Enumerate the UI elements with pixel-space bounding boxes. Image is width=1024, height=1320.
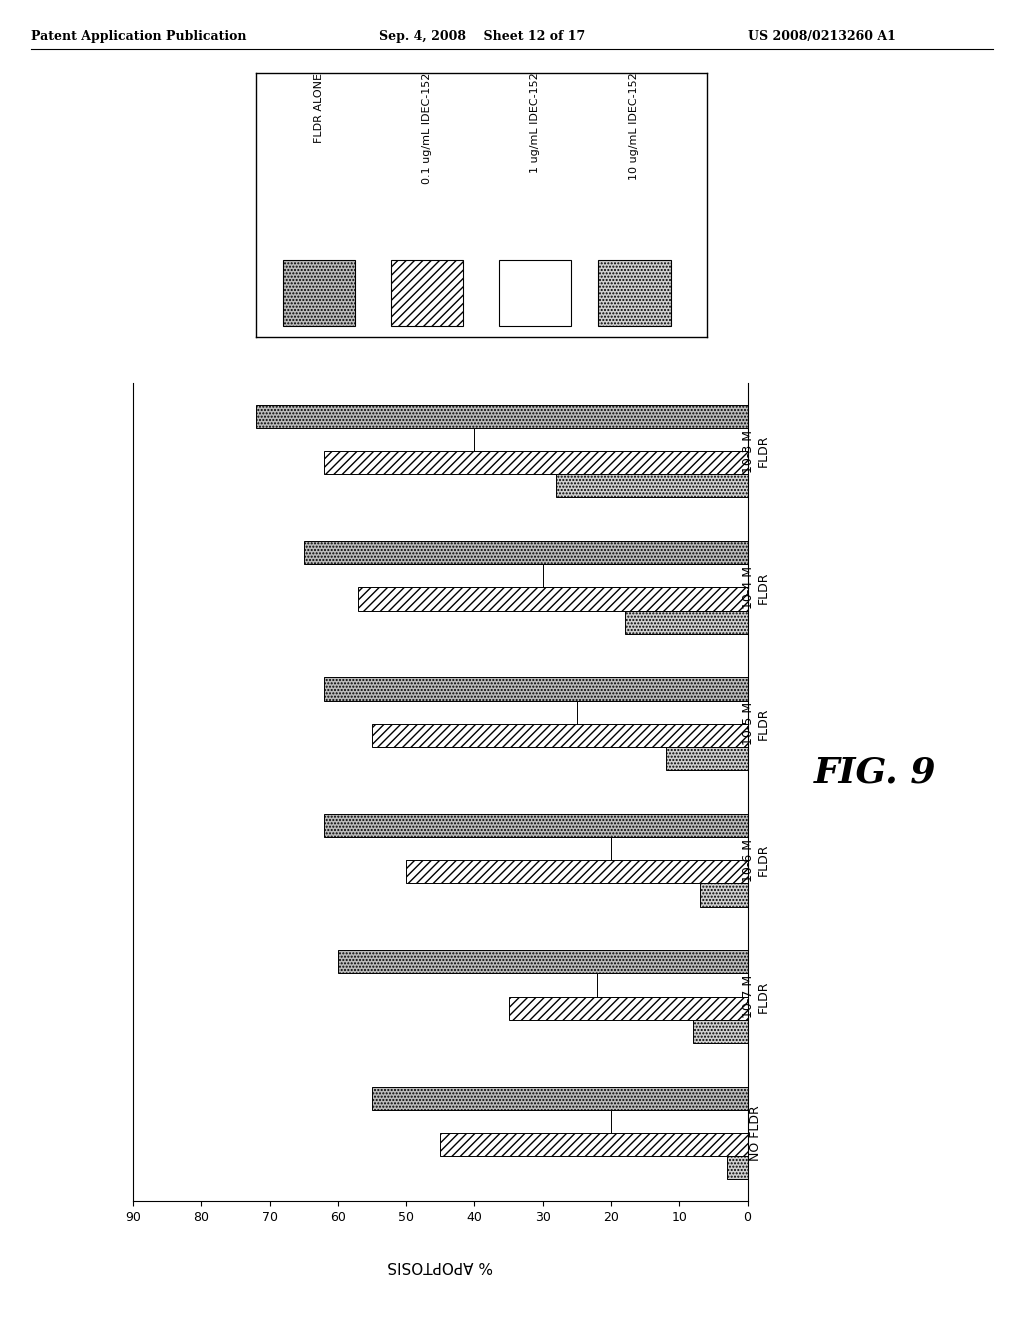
Bar bbox=[625, 611, 748, 634]
Bar bbox=[474, 428, 748, 451]
Bar bbox=[358, 587, 748, 611]
Bar bbox=[407, 861, 748, 883]
Bar bbox=[693, 1020, 748, 1043]
Bar bbox=[556, 474, 748, 498]
Bar bbox=[283, 260, 355, 326]
Bar bbox=[597, 973, 748, 997]
Bar bbox=[372, 723, 748, 747]
Text: 1 ug/mL IDEC-152: 1 ug/mL IDEC-152 bbox=[530, 73, 541, 173]
Text: Patent Application Publication: Patent Application Publication bbox=[31, 30, 246, 44]
Text: % APOPTOSIS: % APOPTOSIS bbox=[387, 1258, 494, 1274]
Bar bbox=[611, 1110, 748, 1133]
Bar bbox=[509, 997, 748, 1020]
Bar bbox=[500, 260, 571, 326]
Bar bbox=[543, 564, 748, 587]
Bar bbox=[256, 405, 748, 428]
Bar bbox=[325, 451, 748, 474]
Bar bbox=[727, 1156, 748, 1179]
Bar bbox=[372, 1086, 748, 1110]
Text: 0.1 ug/mL IDEC-152: 0.1 ug/mL IDEC-152 bbox=[422, 73, 432, 183]
Bar bbox=[304, 541, 748, 564]
Bar bbox=[611, 837, 748, 861]
Bar bbox=[391, 260, 463, 326]
Bar bbox=[440, 1133, 748, 1156]
Text: FIG. 9: FIG. 9 bbox=[814, 755, 937, 789]
Bar bbox=[598, 260, 671, 326]
Bar bbox=[325, 677, 748, 701]
Bar bbox=[577, 701, 748, 723]
Bar bbox=[338, 950, 748, 973]
Bar bbox=[325, 814, 748, 837]
Bar bbox=[666, 747, 748, 770]
Text: US 2008/0213260 A1: US 2008/0213260 A1 bbox=[748, 30, 895, 44]
Text: 10 ug/mL IDEC-152: 10 ug/mL IDEC-152 bbox=[630, 73, 639, 181]
Text: FLDR ALONE: FLDR ALONE bbox=[314, 73, 324, 143]
Text: Sep. 4, 2008    Sheet 12 of 17: Sep. 4, 2008 Sheet 12 of 17 bbox=[379, 30, 585, 44]
Bar bbox=[699, 883, 748, 907]
